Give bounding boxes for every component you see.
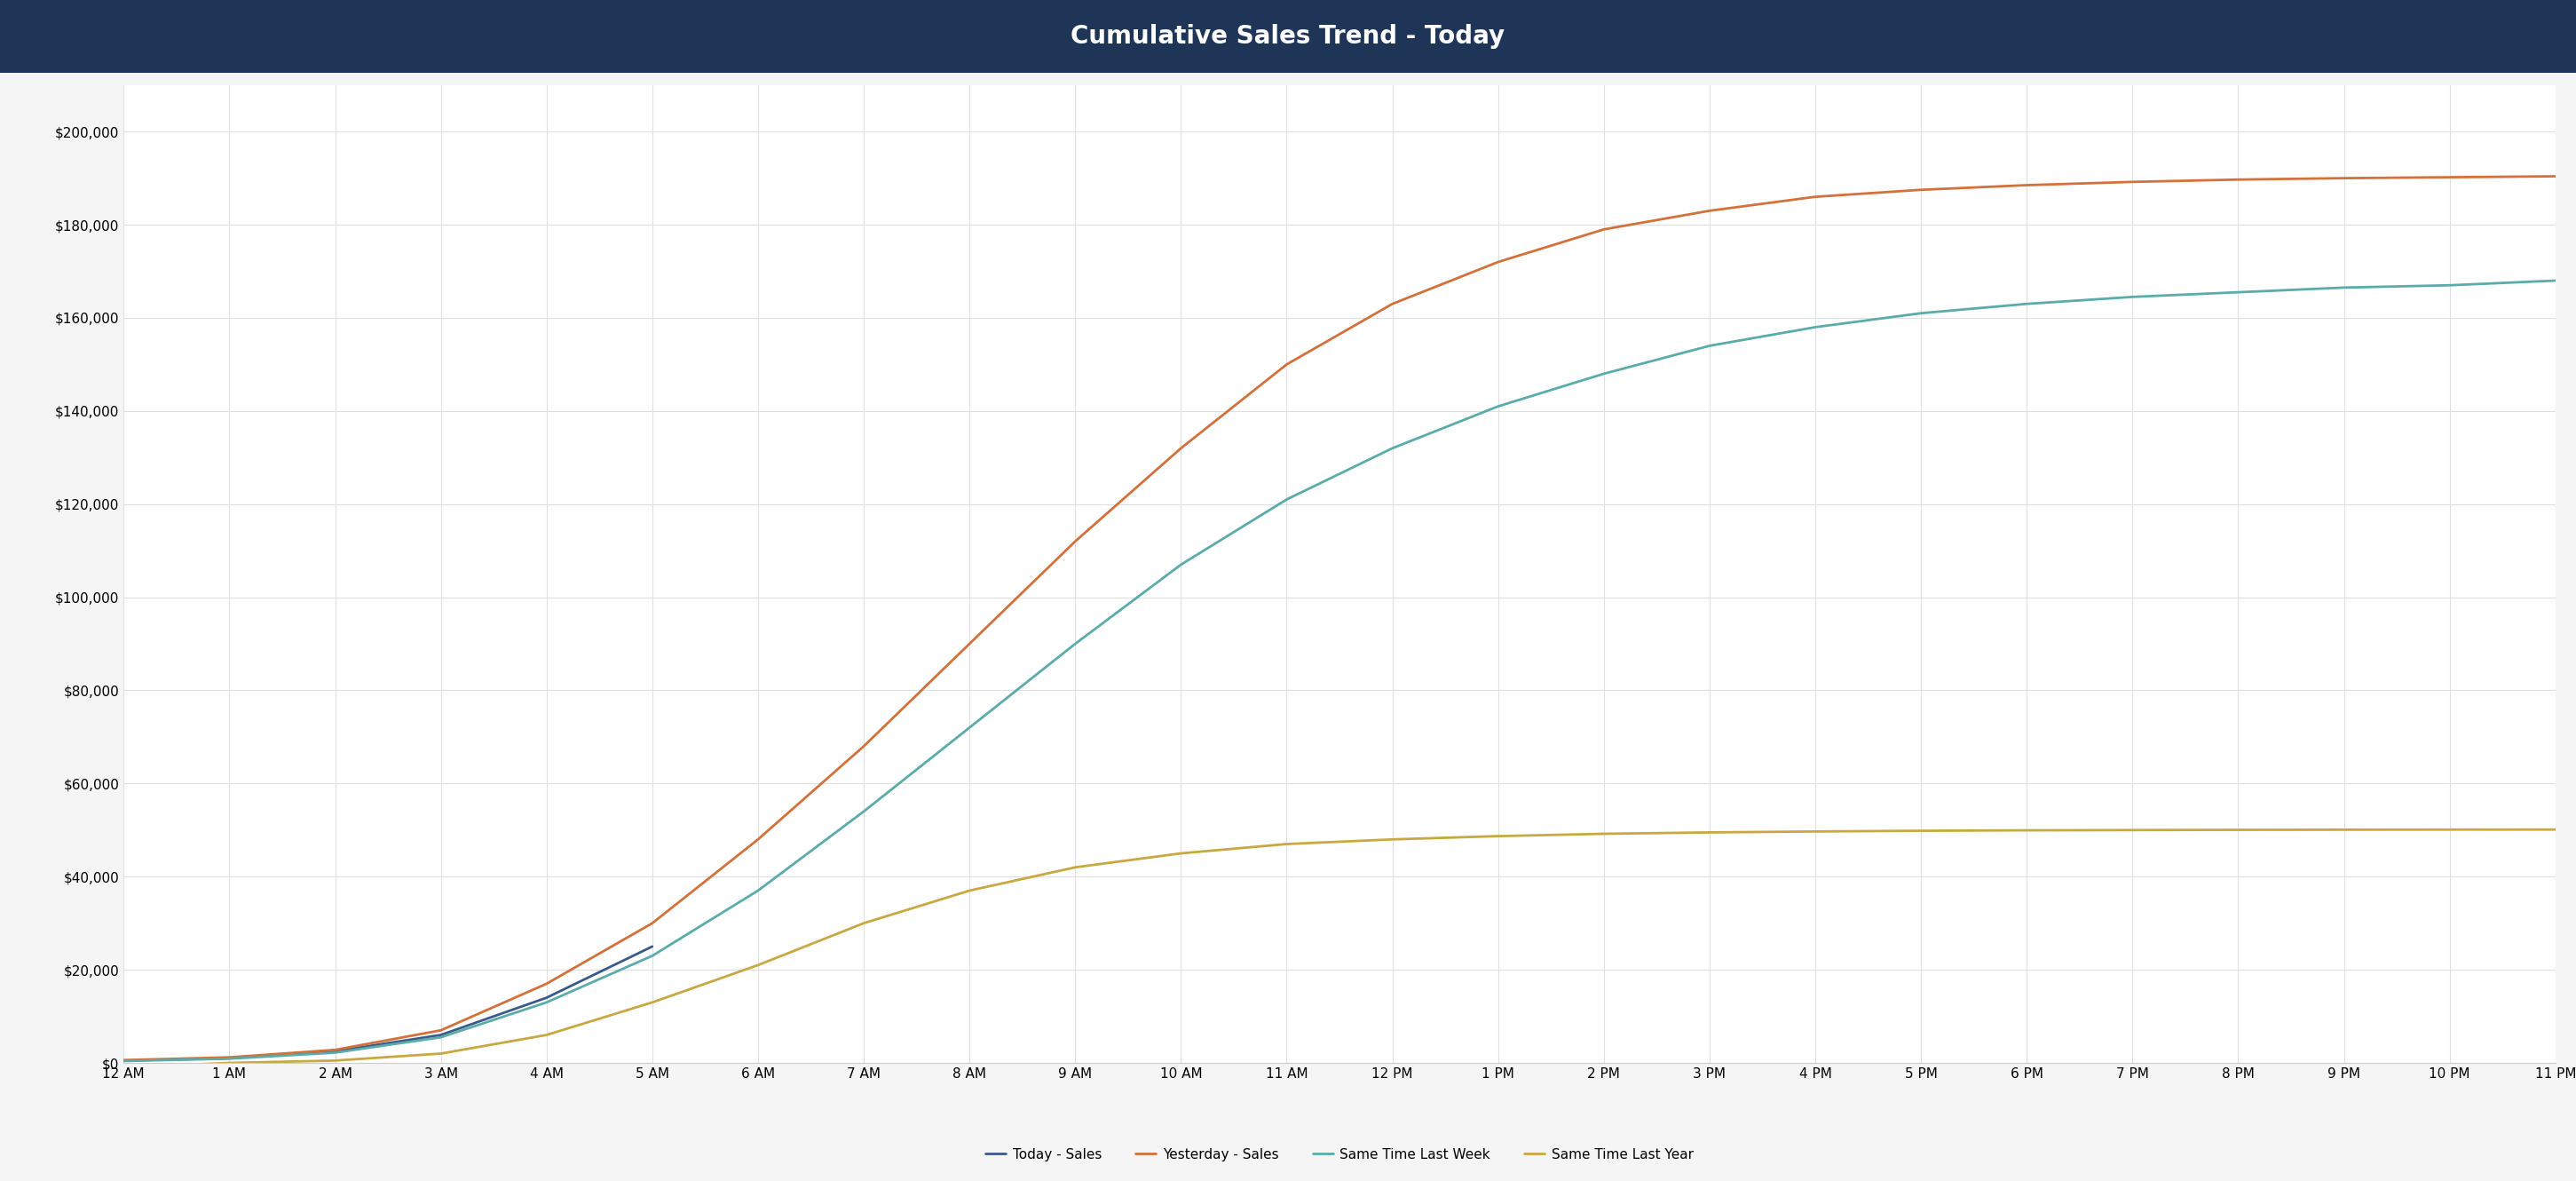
Today - Sales (214, 1051, 245, 1065)
Text: Cumulative Sales Trend - Today: Cumulative Sales Trend - Today (1072, 24, 1504, 50)
Same Time Last Week (2540, 274, 2571, 288)
Same Time Last Year (2540, 822, 2571, 836)
Same Time Last Week (742, 883, 773, 898)
Yesterday - Sales (1164, 442, 1195, 456)
Same Time Last Year (319, 1053, 350, 1068)
Same Time Last Week (1801, 320, 1832, 334)
Same Time Last Week (108, 1053, 139, 1068)
Same Time Last Year (742, 958, 773, 972)
Yesterday - Sales (2012, 178, 2043, 193)
Yesterday - Sales (214, 1050, 245, 1064)
Same Time Last Week (1164, 557, 1195, 572)
Line: Today - Sales: Today - Sales (124, 946, 652, 1061)
Same Time Last Year (1484, 829, 1515, 843)
Same Time Last Year (214, 1056, 245, 1070)
Same Time Last Week (1059, 637, 1090, 651)
Same Time Last Year (2012, 823, 2043, 837)
Same Time Last Week (1589, 366, 1620, 380)
Legend: Today - Sales, Yesterday - Sales, Same Time Last Week, Same Time Last Year: Today - Sales, Yesterday - Sales, Same T… (981, 1143, 1698, 1167)
Yesterday - Sales (2223, 172, 2254, 187)
Same Time Last Week (2117, 289, 2148, 304)
Today - Sales (319, 1044, 350, 1058)
Yesterday - Sales (742, 833, 773, 847)
Yesterday - Sales (1378, 296, 1409, 311)
Same Time Last Year (2117, 823, 2148, 837)
Yesterday - Sales (848, 739, 878, 753)
Yesterday - Sales (1059, 534, 1090, 548)
Line: Yesterday - Sales: Yesterday - Sales (124, 176, 2555, 1061)
Same Time Last Week (636, 948, 667, 963)
Same Time Last Week (2434, 279, 2465, 293)
Same Time Last Week (319, 1045, 350, 1059)
Same Time Last Week (1484, 399, 1515, 413)
Yesterday - Sales (2540, 169, 2571, 183)
Yesterday - Sales (2434, 170, 2465, 184)
Yesterday - Sales (1906, 183, 1937, 197)
Same Time Last Week (2329, 281, 2360, 295)
Same Time Last Week (1378, 442, 1409, 456)
Same Time Last Year (108, 1061, 139, 1075)
Yesterday - Sales (1589, 222, 1620, 236)
Same Time Last Week (1695, 339, 1726, 353)
Same Time Last Week (1270, 492, 1301, 507)
Yesterday - Sales (1270, 358, 1301, 372)
Same Time Last Year (636, 996, 667, 1010)
Same Time Last Week (2012, 296, 2043, 311)
Same Time Last Year (1164, 847, 1195, 861)
Same Time Last Week (1906, 306, 1937, 320)
Today - Sales (531, 991, 562, 1005)
Yesterday - Sales (953, 637, 984, 651)
Yesterday - Sales (319, 1043, 350, 1057)
Today - Sales (108, 1053, 139, 1068)
Same Time Last Year (953, 883, 984, 898)
Same Time Last Week (214, 1051, 245, 1065)
Same Time Last Week (953, 720, 984, 735)
Same Time Last Year (2434, 822, 2465, 836)
Yesterday - Sales (2329, 171, 2360, 185)
Same Time Last Year (848, 916, 878, 931)
Yesterday - Sales (1801, 190, 1832, 204)
Same Time Last Year (425, 1046, 456, 1061)
Today - Sales (636, 939, 667, 953)
Same Time Last Year (1059, 860, 1090, 874)
Same Time Last Year (1906, 823, 1937, 837)
Yesterday - Sales (108, 1053, 139, 1068)
Yesterday - Sales (636, 916, 667, 931)
Same Time Last Year (531, 1027, 562, 1042)
Same Time Last Week (425, 1030, 456, 1044)
Same Time Last Year (2223, 823, 2254, 837)
Same Time Last Year (1378, 833, 1409, 847)
Yesterday - Sales (531, 977, 562, 991)
Same Time Last Year (1695, 826, 1726, 840)
Yesterday - Sales (2117, 175, 2148, 189)
Same Time Last Week (2223, 285, 2254, 299)
Yesterday - Sales (1695, 203, 1726, 217)
Same Time Last Year (1589, 827, 1620, 841)
Same Time Last Year (1270, 837, 1301, 852)
Line: Same Time Last Week: Same Time Last Week (124, 281, 2555, 1061)
Yesterday - Sales (1484, 255, 1515, 269)
Same Time Last Year (1801, 824, 1832, 839)
Line: Same Time Last Year: Same Time Last Year (124, 829, 2555, 1068)
Same Time Last Week (848, 804, 878, 818)
Same Time Last Year (2329, 823, 2360, 837)
Yesterday - Sales (425, 1023, 456, 1037)
Same Time Last Week (531, 996, 562, 1010)
Today - Sales (425, 1027, 456, 1042)
